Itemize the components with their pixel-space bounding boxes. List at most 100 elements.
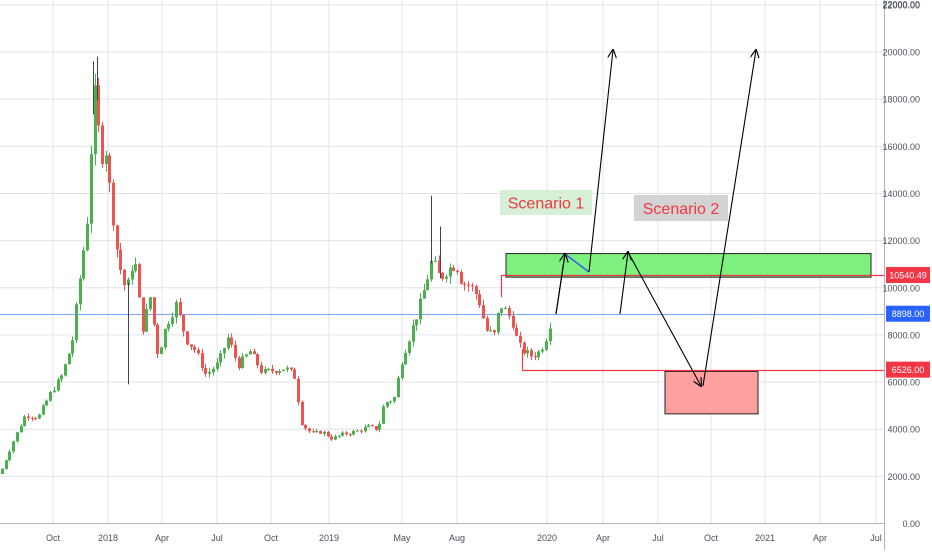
candle-body — [164, 328, 167, 348]
annotation-scenario-2: Scenario 2 — [643, 201, 720, 218]
x-tick-label: Oct — [46, 533, 61, 543]
candle-body — [227, 337, 230, 349]
candle-body — [86, 223, 89, 251]
candle-body — [12, 441, 15, 452]
candle-body — [68, 353, 71, 365]
candle-body — [293, 369, 296, 379]
candle-body — [330, 436, 333, 440]
candle-body — [389, 401, 392, 403]
price-badge-label: 8898.00 — [892, 309, 925, 319]
candle-body — [360, 430, 363, 432]
y-tick-label: 14000.00 — [882, 189, 920, 199]
candle-body — [512, 315, 515, 328]
x-tick-label: 2019 — [319, 533, 339, 543]
candle-body — [145, 309, 148, 332]
candle-body — [441, 272, 444, 279]
scenario1-up-arrow — [588, 50, 613, 273]
candle-body — [64, 364, 67, 376]
annotation-bg-1 — [500, 190, 592, 215]
candle-body — [500, 308, 503, 313]
y-tick-label: 0.00 — [902, 519, 920, 529]
candle-body — [108, 155, 111, 183]
candle-body — [497, 312, 500, 333]
candle-body — [338, 435, 341, 437]
candle-body — [271, 368, 274, 372]
candles — [1, 56, 552, 475]
price-badge-bg — [886, 305, 930, 322]
candle-body — [5, 460, 8, 469]
x-tick-label: Aug — [449, 533, 465, 543]
y-tick-label: 4000.00 — [887, 425, 920, 435]
candle-body — [267, 368, 270, 370]
candle-body — [382, 406, 385, 424]
candle-body — [249, 351, 252, 355]
candle-body — [190, 344, 193, 347]
candle-body — [508, 308, 511, 316]
candle-body — [530, 350, 533, 357]
candle-body — [193, 346, 196, 351]
candle-body — [138, 264, 141, 298]
candle-body — [142, 297, 145, 332]
x-tick-label: May — [393, 533, 411, 543]
candle-body — [131, 270, 134, 280]
candle-body — [201, 353, 204, 368]
candle-body — [101, 125, 104, 164]
scenario-arrows — [555, 50, 756, 386]
candle-body — [545, 341, 548, 350]
candle-body — [430, 260, 433, 280]
candle-body — [256, 354, 259, 366]
candle-body — [541, 349, 544, 352]
y-axis-labels: 0.00 2000.00 4000.00 6000.00 8000.00 10000.00… — [882, 0, 920, 529]
candle-body — [182, 314, 185, 332]
candle-body — [297, 378, 300, 402]
x-tick-label: Jul — [652, 533, 664, 543]
candle-body — [486, 318, 489, 331]
scenario2-down-arrow — [627, 251, 701, 386]
candle-body — [478, 294, 481, 306]
candle-body — [53, 390, 56, 392]
candle-body — [27, 416, 30, 418]
candle-body — [286, 367, 289, 370]
candle-body — [341, 432, 344, 436]
candle-body — [345, 432, 348, 435]
candle-body — [278, 370, 281, 373]
candle-body — [245, 354, 248, 357]
price-badge-bg — [886, 267, 930, 284]
candle-body — [223, 348, 226, 354]
y-tick-label: 6000.00 — [887, 378, 920, 388]
candle-body — [304, 424, 307, 429]
candle-body — [186, 331, 189, 345]
candle-body — [434, 260, 437, 262]
y-tick-label: 12000.00 — [882, 236, 920, 246]
candle-body — [426, 279, 429, 291]
candle-body — [404, 352, 407, 365]
candle-body — [475, 286, 478, 295]
candle-body — [356, 430, 359, 432]
candle-body — [20, 426, 23, 433]
y-tick-label: 18000.00 — [882, 95, 920, 105]
candle-body — [156, 324, 159, 354]
annotation-bg-2 — [634, 195, 728, 221]
annotation-scenario-1: Scenario 1 — [508, 196, 585, 213]
candle-body — [449, 267, 452, 277]
candle-body — [79, 278, 82, 305]
candle-body — [290, 367, 293, 370]
price-badge-bg — [886, 361, 930, 378]
candle-body — [253, 351, 256, 355]
candle-body — [438, 260, 441, 273]
candle-body — [204, 367, 207, 374]
candle-body — [264, 369, 267, 373]
candle-body — [460, 272, 463, 284]
candle-body — [534, 356, 537, 358]
candle-body — [123, 269, 126, 285]
x-tick-label: Oct — [704, 533, 719, 543]
candle-body — [1, 468, 4, 474]
candle-body — [208, 372, 211, 374]
candle-body — [323, 431, 326, 434]
x-tick-label: Apr — [155, 533, 169, 543]
candle-body — [112, 182, 115, 226]
candle-body — [367, 425, 370, 428]
candle-body — [23, 416, 26, 427]
